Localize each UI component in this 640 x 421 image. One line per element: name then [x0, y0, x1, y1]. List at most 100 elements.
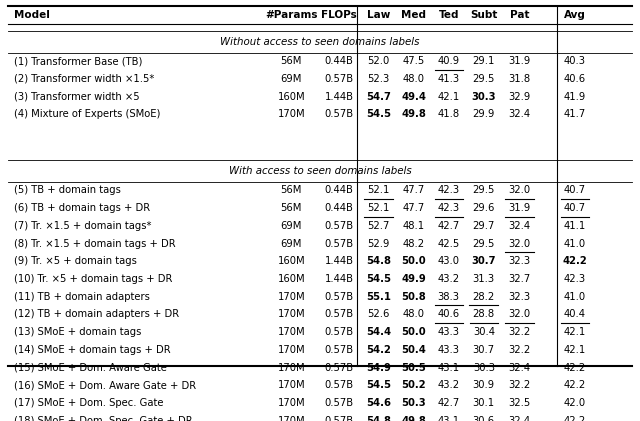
Text: 52.6: 52.6 — [367, 309, 390, 320]
Text: 0.57B: 0.57B — [324, 345, 354, 355]
Text: 30.4: 30.4 — [473, 327, 495, 337]
Text: 170M: 170M — [278, 416, 305, 421]
Text: 54.8: 54.8 — [366, 416, 391, 421]
Text: 41.0: 41.0 — [564, 239, 586, 248]
Text: 56M: 56M — [280, 185, 302, 195]
Text: 47.7: 47.7 — [403, 203, 425, 213]
Text: 49.9: 49.9 — [401, 274, 426, 284]
Text: Model: Model — [14, 11, 50, 20]
Text: 52.3: 52.3 — [367, 74, 390, 84]
Text: 0.44B: 0.44B — [324, 56, 353, 66]
Text: (6) TB + domain tags + DR: (6) TB + domain tags + DR — [14, 203, 150, 213]
Text: (13) SMoE + domain tags: (13) SMoE + domain tags — [14, 327, 141, 337]
Text: 42.5: 42.5 — [438, 239, 460, 248]
Text: 48.0: 48.0 — [403, 74, 425, 84]
Text: 50.3: 50.3 — [401, 398, 426, 408]
Text: With access to seen domains labels: With access to seen domains labels — [228, 166, 412, 176]
Text: 170M: 170M — [278, 327, 305, 337]
Text: 32.4: 32.4 — [508, 221, 531, 231]
Text: 0.57B: 0.57B — [324, 74, 354, 84]
Text: (9) Tr. ×5 + domain tags: (9) Tr. ×5 + domain tags — [14, 256, 137, 266]
Text: (1) Transformer Base (TB): (1) Transformer Base (TB) — [14, 56, 143, 66]
Text: 42.7: 42.7 — [438, 221, 460, 231]
Text: 41.1: 41.1 — [564, 221, 586, 231]
Text: 54.5: 54.5 — [366, 380, 391, 390]
Text: 40.6: 40.6 — [438, 309, 460, 320]
Text: 0.57B: 0.57B — [324, 221, 354, 231]
Text: (3) Transformer width ×5: (3) Transformer width ×5 — [14, 92, 140, 101]
Text: 42.2: 42.2 — [564, 380, 586, 390]
Text: (18) SMoE + Dom. Spec. Gate + DR: (18) SMoE + Dom. Spec. Gate + DR — [14, 416, 193, 421]
Text: 32.4: 32.4 — [508, 362, 531, 373]
Text: 50.2: 50.2 — [401, 380, 426, 390]
Text: 29.5: 29.5 — [472, 239, 495, 248]
Text: 42.2: 42.2 — [564, 362, 586, 373]
Text: 0.44B: 0.44B — [324, 203, 353, 213]
Text: 47.5: 47.5 — [403, 56, 425, 66]
Text: 0.57B: 0.57B — [324, 416, 354, 421]
Text: 41.9: 41.9 — [564, 92, 586, 101]
Text: 56M: 56M — [280, 56, 302, 66]
Text: 0.57B: 0.57B — [324, 292, 354, 302]
Text: 160M: 160M — [278, 256, 305, 266]
Text: 52.7: 52.7 — [367, 221, 390, 231]
Text: 52.0: 52.0 — [367, 56, 390, 66]
Text: 30.1: 30.1 — [473, 398, 495, 408]
Text: 43.1: 43.1 — [438, 416, 460, 421]
Text: 52.1: 52.1 — [367, 203, 390, 213]
Text: 48.0: 48.0 — [403, 309, 425, 320]
Text: (8) Tr. ×1.5 + domain tags + DR: (8) Tr. ×1.5 + domain tags + DR — [14, 239, 176, 248]
Text: Subt: Subt — [470, 11, 497, 20]
Text: 56M: 56M — [280, 203, 302, 213]
Text: (10) Tr. ×5 + domain tags + DR: (10) Tr. ×5 + domain tags + DR — [14, 274, 173, 284]
Text: 42.1: 42.1 — [564, 327, 586, 337]
Text: 54.7: 54.7 — [366, 92, 391, 101]
Text: 32.4: 32.4 — [508, 109, 531, 119]
Text: 32.5: 32.5 — [508, 398, 531, 408]
Text: 54.5: 54.5 — [366, 109, 391, 119]
Text: 30.3: 30.3 — [472, 92, 496, 101]
Text: 32.2: 32.2 — [508, 380, 531, 390]
Text: 29.6: 29.6 — [472, 203, 495, 213]
Text: 29.5: 29.5 — [472, 74, 495, 84]
Text: 54.4: 54.4 — [366, 327, 391, 337]
Text: 42.3: 42.3 — [438, 185, 460, 195]
Text: 43.2: 43.2 — [438, 380, 460, 390]
Text: 49.4: 49.4 — [401, 92, 426, 101]
Text: 52.1: 52.1 — [367, 185, 390, 195]
Text: 170M: 170M — [278, 109, 305, 119]
Text: 31.9: 31.9 — [508, 203, 531, 213]
Text: 47.7: 47.7 — [403, 185, 425, 195]
Text: 32.0: 32.0 — [508, 309, 531, 320]
Text: (2) Transformer width ×1.5*: (2) Transformer width ×1.5* — [14, 74, 154, 84]
Text: 41.7: 41.7 — [564, 109, 586, 119]
Text: 40.4: 40.4 — [564, 309, 586, 320]
Text: 32.4: 32.4 — [508, 416, 531, 421]
Text: 30.7: 30.7 — [472, 256, 496, 266]
Text: (11) TB + domain adapters: (11) TB + domain adapters — [14, 292, 150, 302]
Text: 32.3: 32.3 — [508, 256, 531, 266]
Text: 32.2: 32.2 — [508, 327, 531, 337]
Text: 170M: 170M — [278, 398, 305, 408]
Text: 41.0: 41.0 — [564, 292, 586, 302]
Text: 50.0: 50.0 — [401, 256, 426, 266]
Text: 30.9: 30.9 — [473, 380, 495, 390]
Text: Avg: Avg — [564, 11, 586, 20]
Text: 29.9: 29.9 — [472, 109, 495, 119]
Text: 0.57B: 0.57B — [324, 398, 354, 408]
Text: 32.3: 32.3 — [508, 292, 531, 302]
Text: 42.3: 42.3 — [438, 203, 460, 213]
Text: 0.57B: 0.57B — [324, 327, 354, 337]
Text: 69M: 69M — [280, 221, 302, 231]
Text: 41.3: 41.3 — [438, 74, 460, 84]
Text: 29.7: 29.7 — [472, 221, 495, 231]
Text: 0.57B: 0.57B — [324, 109, 354, 119]
Text: 50.8: 50.8 — [401, 292, 426, 302]
Text: 41.8: 41.8 — [438, 109, 460, 119]
Text: 49.8: 49.8 — [401, 416, 426, 421]
Text: 160M: 160M — [278, 92, 305, 101]
Text: 170M: 170M — [278, 292, 305, 302]
Text: 54.8: 54.8 — [366, 256, 391, 266]
Text: 55.1: 55.1 — [366, 292, 391, 302]
Text: 160M: 160M — [278, 274, 305, 284]
